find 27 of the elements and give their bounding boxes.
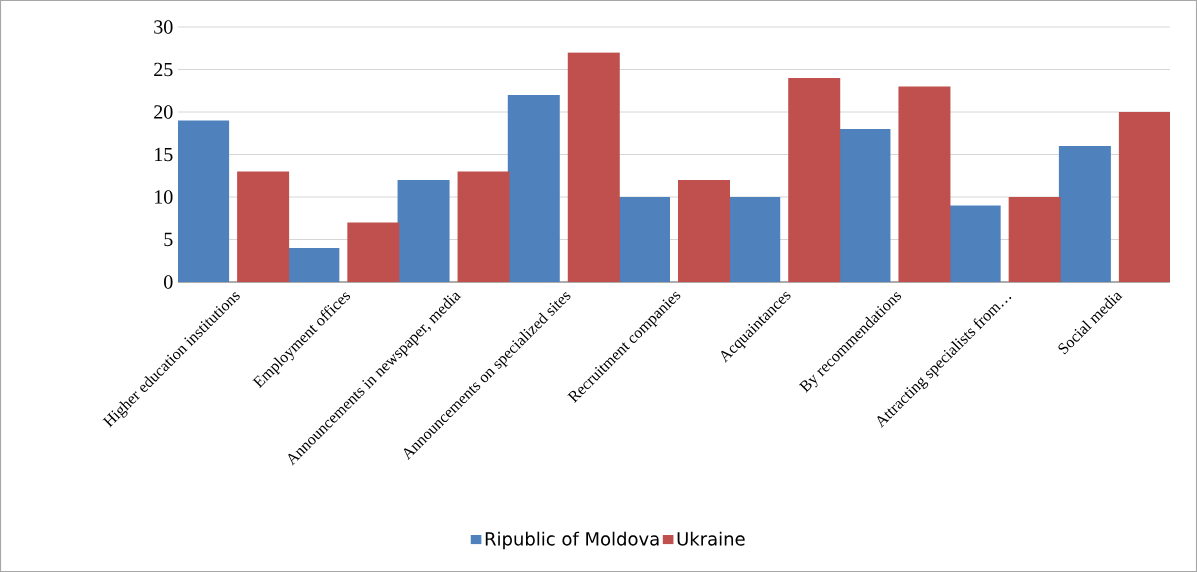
bar xyxy=(1058,146,1111,282)
y-tick-label: 0 xyxy=(164,275,173,289)
bar xyxy=(678,180,730,282)
bar xyxy=(567,52,620,282)
y-tick-label: 10 xyxy=(155,190,173,204)
legend-label: Ukraine xyxy=(677,531,745,546)
bar xyxy=(1118,112,1170,282)
y-tick-label: 25 xyxy=(154,62,173,77)
y-tick-label: 20 xyxy=(154,105,173,119)
bar xyxy=(397,180,450,282)
bar xyxy=(347,222,400,282)
bar xyxy=(1008,197,1061,282)
y-tick-label: 30 xyxy=(154,20,173,34)
bar xyxy=(898,86,951,282)
y-tick-label: 5 xyxy=(164,232,173,247)
bar xyxy=(948,205,1001,282)
bar xyxy=(237,171,290,282)
bar xyxy=(838,129,891,282)
bar xyxy=(457,171,510,282)
y-tick-label: 15 xyxy=(155,147,173,162)
bar xyxy=(287,248,340,282)
bar xyxy=(728,197,781,282)
legend-label: Ripublic of Moldova xyxy=(485,531,659,550)
bar xyxy=(788,78,841,282)
bar xyxy=(507,95,560,282)
bar xyxy=(178,120,230,282)
bar xyxy=(618,197,670,282)
